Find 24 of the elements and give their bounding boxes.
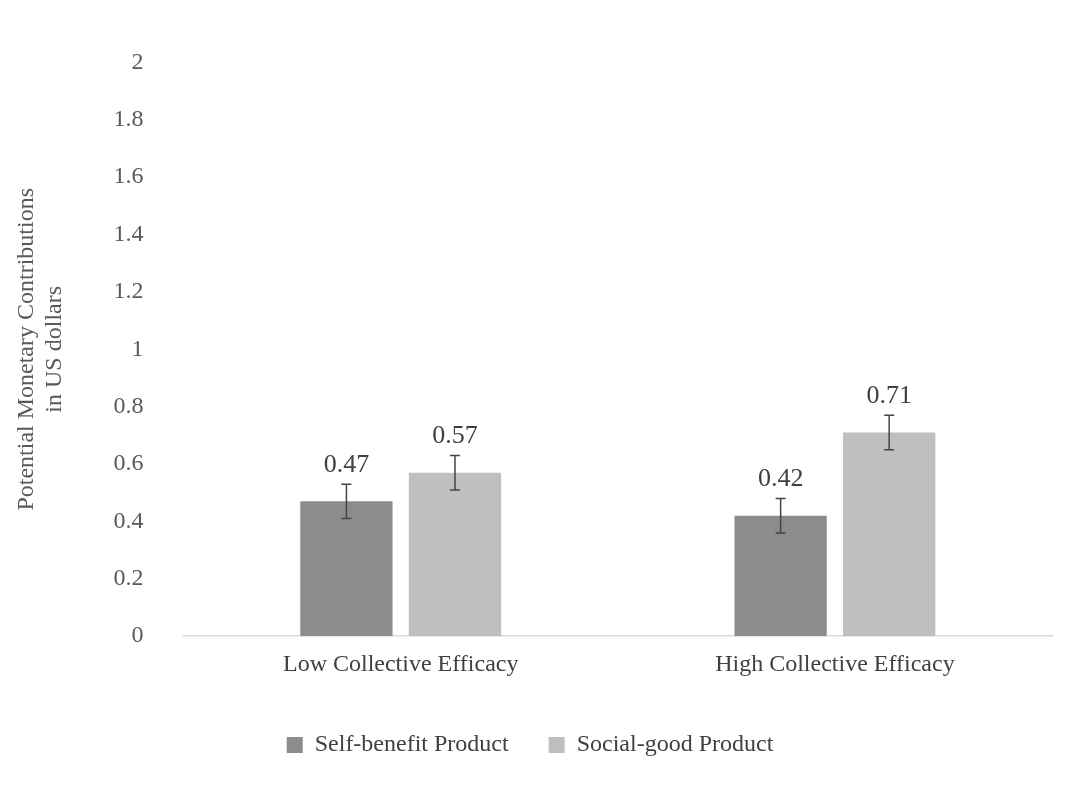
data-label: 0.47: [323, 448, 370, 478]
y-tick-label: 1.4: [113, 219, 144, 246]
y-tick-label: 0.8: [113, 391, 144, 418]
bar: [300, 501, 393, 637]
x-tick-label: Low Collective Efficacy: [282, 649, 519, 676]
legend-label: Self-benefit Product: [314, 730, 509, 757]
bar: [734, 515, 827, 637]
y-tick-label: 0.4: [113, 506, 144, 533]
y-tick-label: 0.2: [113, 564, 144, 591]
legend-label: Social-good Product: [576, 730, 774, 757]
y-tick-label: 0: [131, 621, 144, 648]
data-label: 0.57: [432, 420, 478, 450]
data-label: 0.42: [757, 463, 804, 493]
y-tick-label: 1: [131, 334, 144, 361]
y-tick-label: 0.6: [113, 449, 144, 476]
bar: [408, 472, 502, 637]
y-tick-label: 1.8: [113, 105, 144, 132]
y-tick-label: 2: [131, 47, 144, 74]
y-tick-label: 1.6: [113, 162, 144, 189]
data-label: 0.71: [866, 380, 912, 410]
x-tick-label: High Collective Efficacy: [715, 649, 955, 676]
bar: [843, 432, 936, 637]
y-tick-label: 1.2: [113, 277, 144, 304]
y-axis-title: Potential Monetary Contributions in US dollars: [11, 187, 67, 511]
